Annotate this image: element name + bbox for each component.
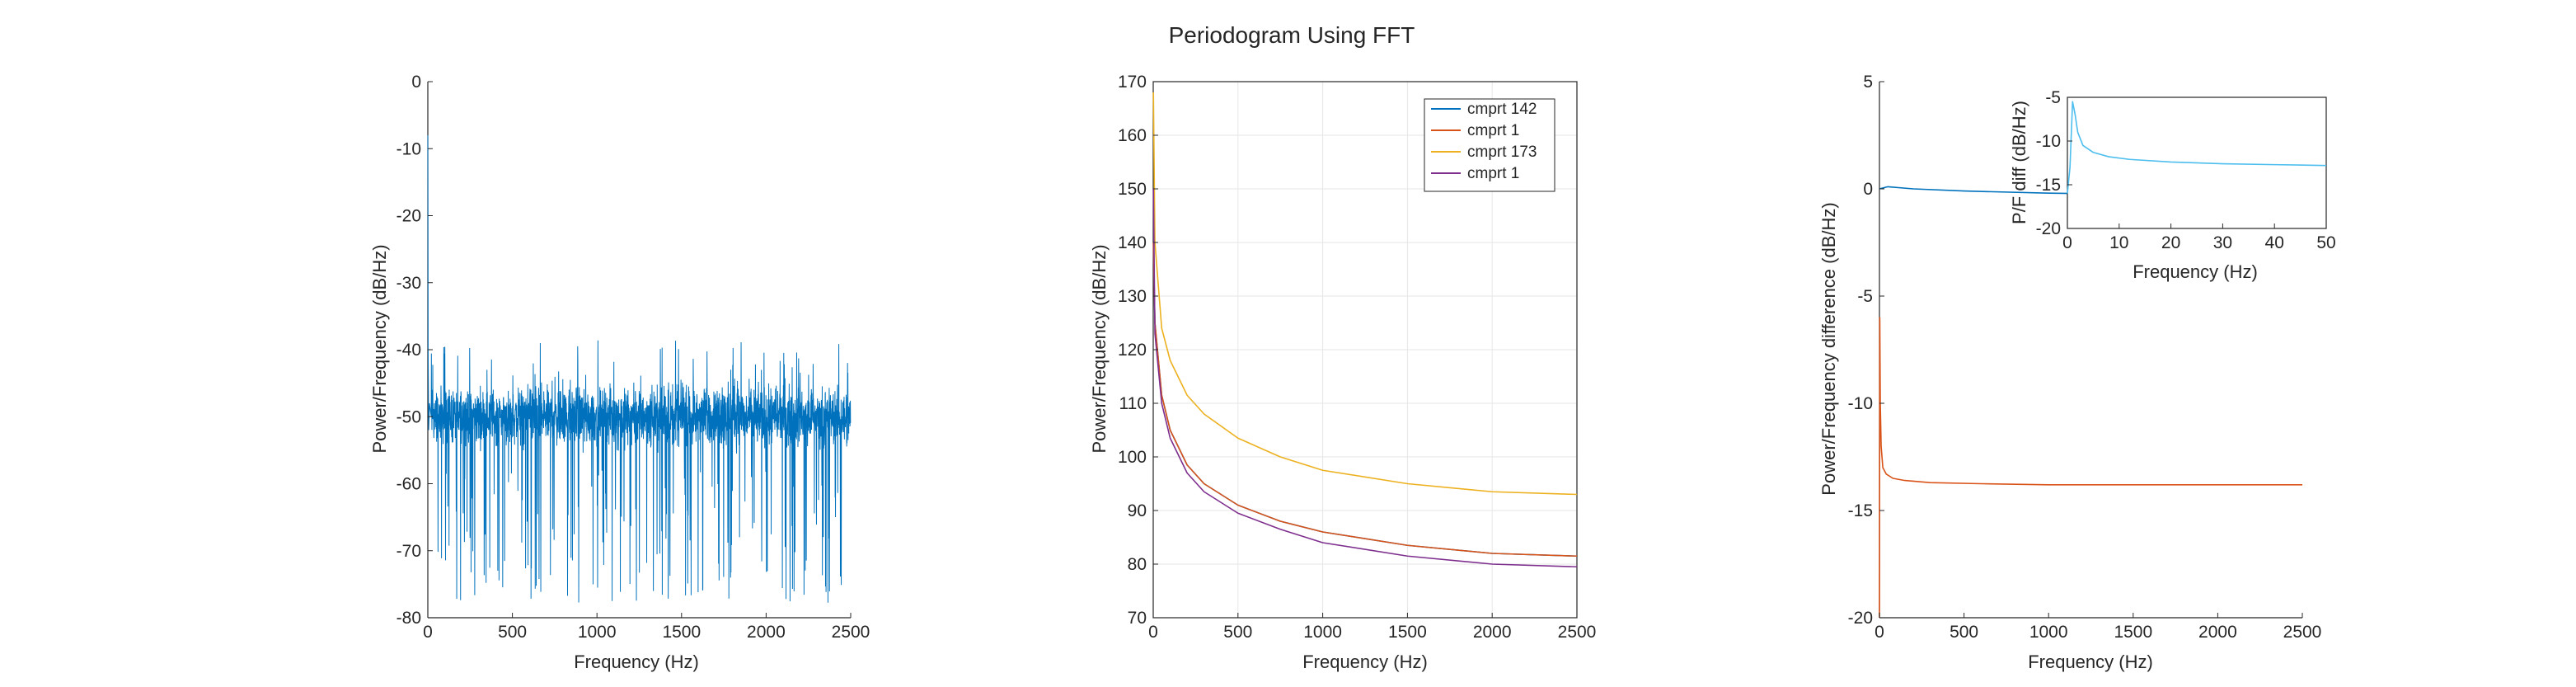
middle-y-tick-label: 110 <box>1119 394 1147 413</box>
right-y-tick-label: -20 <box>1848 609 1873 628</box>
middle-ylabel: Power/Frequency (dB/Hz) <box>1089 244 1110 453</box>
left-y-tick-label: -10 <box>396 139 421 158</box>
legend-entry: cmprt 1 <box>1467 165 1519 182</box>
left-y-tick-label: -40 <box>396 341 421 360</box>
right-y-tick-label: -15 <box>1848 501 1873 520</box>
middle-legend: cmprt 142 cmprt 1 cmprt 173 cmprt 1 <box>1424 98 1555 192</box>
left-x-tick-label: 0 <box>423 623 433 642</box>
middle-y-tick-label: 70 <box>1128 609 1147 628</box>
middle-y-tick-label: 80 <box>1128 555 1147 574</box>
right-x-tick-label: 1500 <box>2114 623 2152 642</box>
middle-y-tick-label: 160 <box>1118 126 1147 145</box>
inset-x-tick-label: 10 <box>2109 233 2128 252</box>
legend-entry: cmprt 142 <box>1467 101 1537 118</box>
legend-entry: cmprt 173 <box>1467 144 1537 161</box>
middle-y-tick-label: 150 <box>1118 180 1147 199</box>
inset-series-line <box>2067 101 2327 194</box>
middle-xlabel: Frequency (Hz) <box>1302 652 1428 672</box>
middle-x-tick-label: 0 <box>1148 623 1158 642</box>
middle-x-tick-label: 500 <box>1223 623 1252 642</box>
left-y-tick-label: 0 <box>411 73 421 92</box>
inset-y-tick-label: -10 <box>2036 132 2061 151</box>
middle-series-line <box>1152 242 1578 558</box>
right-y-tick-label: 5 <box>1863 73 1873 92</box>
middle-x-tick-label: 2000 <box>1473 623 1512 642</box>
right-ylabel: Power/Frequency difference (dB/Hz) <box>1818 202 1839 495</box>
legend-box <box>1424 98 1555 192</box>
right-x-tick-label: 2500 <box>2283 623 2322 642</box>
middle-axes: 0 500 1000 1500 2000 2500 70 80 90 100 110 120 130 14… <box>1089 73 1596 672</box>
inset-ylabel: P/F diff (dB/Hz) <box>2009 101 2029 224</box>
left-x-tick-label: 1000 <box>578 623 617 642</box>
figure-title: Periodogram Using FFT <box>1169 22 1415 48</box>
middle-y-tick-label: 170 <box>1118 73 1147 92</box>
inset-x-tick-label: 20 <box>2161 233 2180 252</box>
left-y-tick-label: -50 <box>396 407 421 426</box>
middle-y-tick-label: 100 <box>1118 448 1147 467</box>
inset-xlabel: Frequency (Hz) <box>2133 261 2258 282</box>
inset-y-tick-label: -15 <box>2036 176 2061 195</box>
left-ylabel: Power/Frequency (dB/Hz) <box>369 244 390 453</box>
right-axes: 0 500 1000 1500 2000 2500 -20 -15 -10 -5 0 5 Freque… <box>1818 73 2321 672</box>
left-y-tick-label: -30 <box>396 274 421 293</box>
inset-y-tick-label: -20 <box>2036 219 2061 238</box>
middle-series-line <box>1152 188 1578 568</box>
middle-y-tick-label: 140 <box>1118 233 1147 252</box>
left-x-tick-label: 2500 <box>832 623 870 642</box>
middle-y-tick-label: 130 <box>1118 287 1147 306</box>
right-y-tick-label: -10 <box>1848 394 1873 413</box>
right-xlabel: Frequency (Hz) <box>2028 652 2153 672</box>
left-axes: 0 500 1000 1500 2000 2500 -80 -70 -60 -50 -40 -30 -2… <box>369 73 870 672</box>
left-y-tick-label: -60 <box>396 475 421 494</box>
right-x-tick-label: 1000 <box>2029 623 2068 642</box>
left-x-tick-label: 2000 <box>747 623 786 642</box>
left-xlabel: Frequency (Hz) <box>574 652 699 672</box>
inset-x-tick-label: 30 <box>2213 233 2232 252</box>
right-x-tick-label: 0 <box>1875 623 1884 642</box>
middle-x-tick-label: 1500 <box>1388 623 1427 642</box>
middle-y-tick-label: 90 <box>1128 501 1147 520</box>
left-x-tick-label: 1500 <box>662 623 701 642</box>
right-x-tick-label: 2000 <box>2198 623 2237 642</box>
inset-x-tick-label: 50 <box>2316 233 2335 252</box>
inset-axes: 0 10 20 30 40 50 -20 -15 -10 -5 Frequency (Hz) P/… <box>2009 88 2336 282</box>
right-y-tick-label: -5 <box>1857 287 1873 306</box>
inset-x-tick-label: 0 <box>2062 233 2072 252</box>
inset-y-tick-label: -5 <box>2045 88 2061 107</box>
right-y-tick-label: 0 <box>1863 180 1873 199</box>
middle-x-tick-label: 1000 <box>1303 623 1342 642</box>
middle-x-tick-label: 2500 <box>1558 623 1597 642</box>
legend-entry: cmprt 1 <box>1467 122 1519 139</box>
right-x-tick-label: 500 <box>1950 623 1978 642</box>
middle-series-line <box>1152 92 1578 496</box>
left-y-tick-label: -20 <box>396 207 421 226</box>
left-x-tick-label: 500 <box>498 623 527 642</box>
inset-x-tick-label: 40 <box>2265 233 2284 252</box>
left-y-tick-label: -70 <box>396 542 421 561</box>
left-y-tick-label: -80 <box>396 609 421 628</box>
left-series-line <box>427 134 852 603</box>
middle-y-tick-label: 120 <box>1118 341 1147 360</box>
